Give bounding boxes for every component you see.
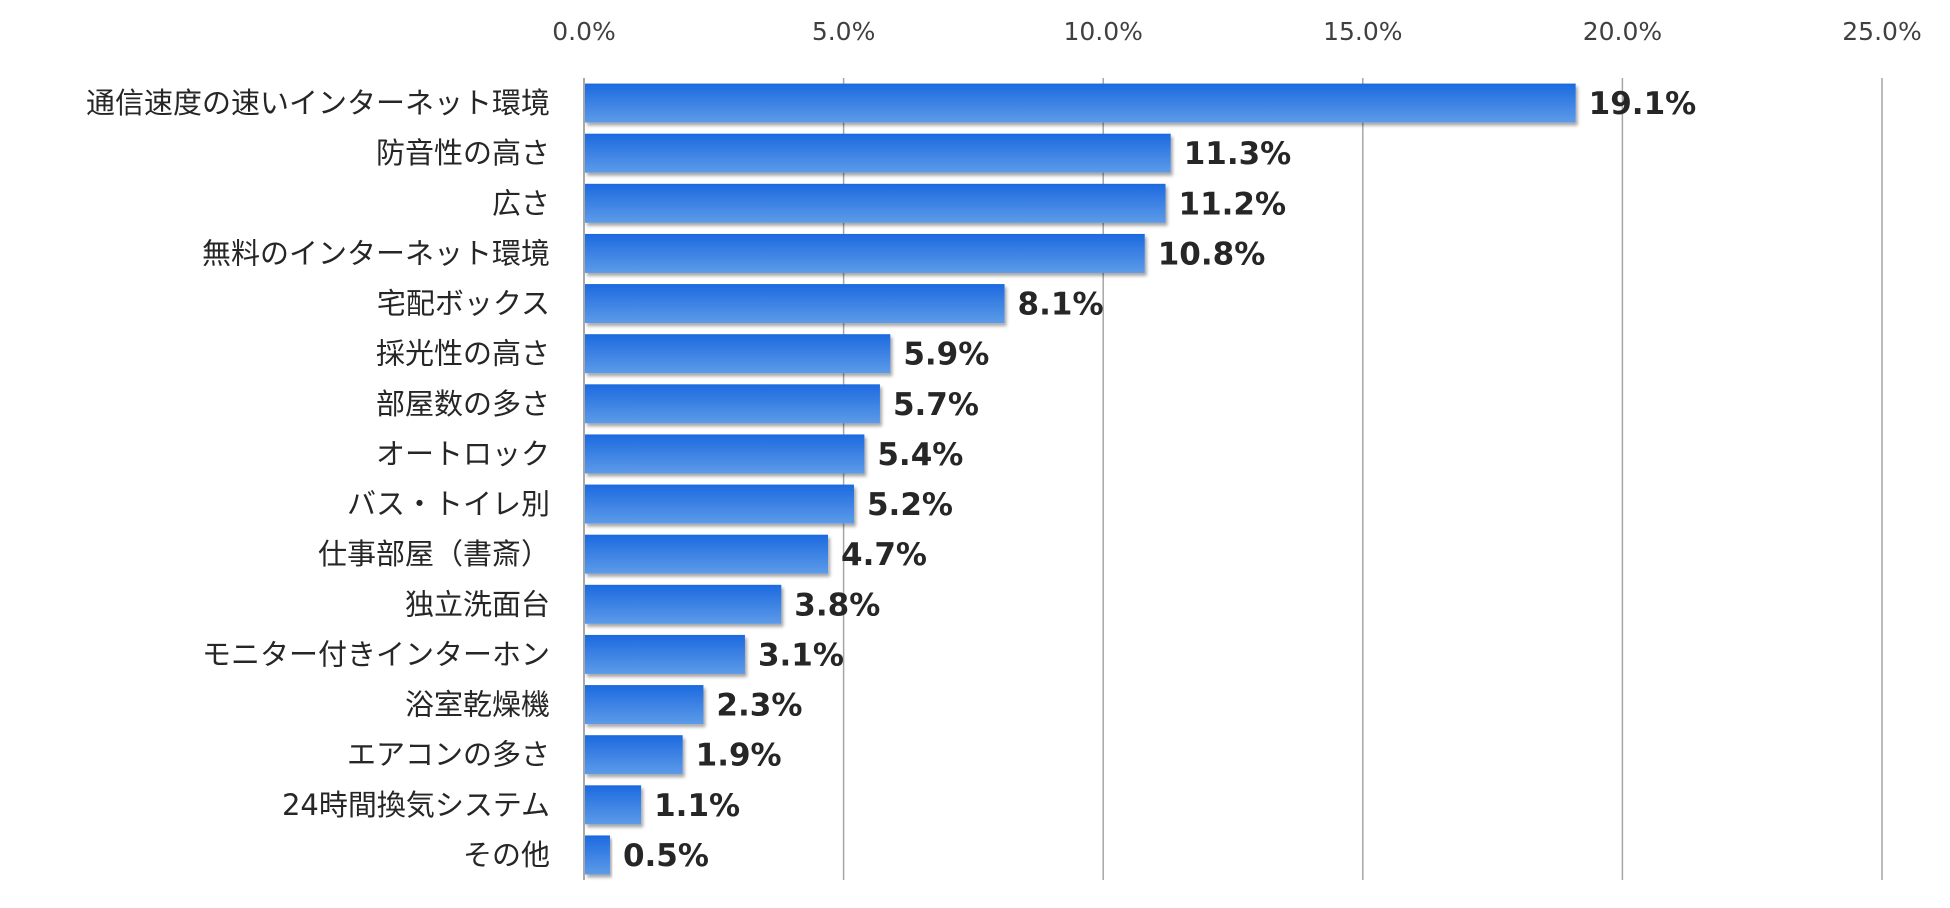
- category-label: 無料のインターネット環境: [202, 236, 550, 270]
- category-labels: 通信速度の速いインターネット環境防音性の高さ広さ無料のインターネット環境宅配ボッ…: [86, 86, 550, 872]
- bar-value-label: 5.7%: [893, 387, 979, 423]
- category-label: モニター付きインターホン: [202, 637, 550, 671]
- bar: [585, 584, 782, 624]
- bars: [585, 83, 1576, 875]
- x-tick-label: 15.0%: [1323, 17, 1402, 46]
- bar-value-label: 2.3%: [716, 688, 802, 724]
- category-label: 採光性の高さ: [376, 337, 550, 371]
- bar-value-label: 3.8%: [794, 587, 880, 623]
- bar: [585, 434, 865, 474]
- value-labels: 19.1% 11.3% 11.2% 10.8% 8.1% 5.9% 5.7% 5.4% 5.2%…: [623, 86, 1696, 874]
- category-label: 部屋数の多さ: [376, 387, 550, 421]
- category-label: バス・トイレ別: [347, 487, 550, 521]
- x-tick-label: 10.0%: [1063, 17, 1142, 46]
- bar: [585, 484, 854, 524]
- bar: [585, 735, 683, 775]
- bar-value-label: 8.1%: [1018, 287, 1104, 323]
- bar: [585, 835, 610, 875]
- category-label: 宅配ボックス: [377, 287, 550, 321]
- x-tick-label: 20.0%: [1583, 17, 1662, 46]
- x-axis-ticks: 0.0% 5.0% 10.0% 15.0% 20.0% 25.0%: [552, 17, 1921, 46]
- bar: [585, 83, 1576, 123]
- bar-value-label: 5.9%: [903, 337, 989, 373]
- bar-value-label: 0.5%: [623, 838, 709, 874]
- bar: [585, 685, 704, 725]
- category-label: 仕事部屋（書斎）: [318, 537, 550, 571]
- bar-value-label: 3.1%: [758, 637, 844, 673]
- category-label: エアコンの多さ: [347, 738, 550, 772]
- bar-value-label: 1.1%: [654, 788, 740, 824]
- bar: [585, 534, 829, 574]
- bar-value-label: 1.9%: [696, 738, 782, 774]
- bar: [585, 183, 1166, 223]
- bar-value-label: 11.2%: [1179, 186, 1287, 222]
- bar-value-label: 19.1%: [1589, 86, 1697, 122]
- bar-value-label: 4.7%: [841, 537, 927, 573]
- bar-value-label: 5.4%: [877, 437, 963, 473]
- bar: [585, 785, 642, 825]
- x-tick-label: 5.0%: [812, 17, 876, 46]
- category-label: 通信速度の速いインターネット環境: [86, 86, 550, 120]
- category-label: 独立洗面台: [405, 587, 550, 621]
- x-tick-label: 25.0%: [1842, 17, 1921, 46]
- bar-value-label: 10.8%: [1158, 236, 1266, 272]
- category-label: その他: [463, 838, 550, 872]
- bar: [585, 284, 1005, 324]
- bar: [585, 334, 891, 374]
- category-label: 浴室乾燥機: [405, 688, 550, 722]
- category-label: 24時間換気システム: [282, 788, 550, 822]
- category-label: 広さ: [492, 186, 550, 220]
- category-label: オートロック: [376, 437, 550, 471]
- category-label: 防音性の高さ: [376, 136, 550, 170]
- bar: [585, 133, 1171, 173]
- bar-value-label: 11.3%: [1184, 136, 1292, 172]
- bar: [585, 634, 745, 674]
- bar-value-label: 5.2%: [867, 487, 953, 523]
- x-tick-label: 0.0%: [552, 17, 616, 46]
- bar: [585, 384, 880, 424]
- bar: [585, 233, 1145, 273]
